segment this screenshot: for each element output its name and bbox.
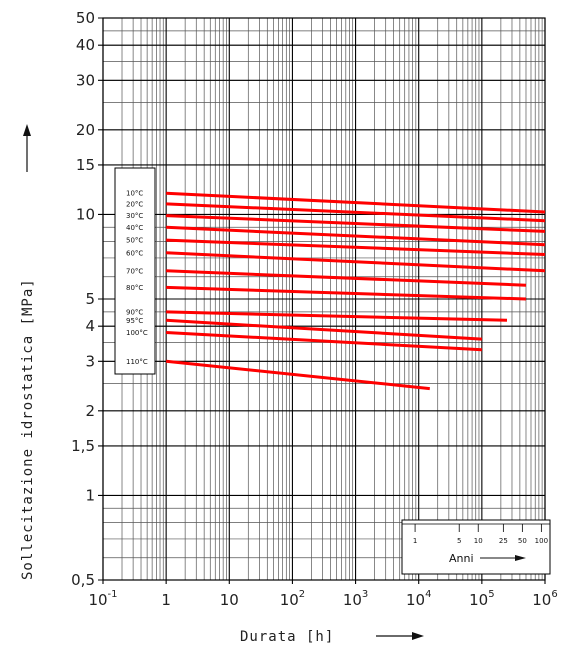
y-tick-label: 20 <box>76 121 95 139</box>
series-line <box>165 359 430 391</box>
x-tick-label: 103 <box>343 589 368 609</box>
anni-label: 5 <box>457 537 461 545</box>
legend-entry: 70°C <box>126 267 143 275</box>
legend-entry: 30°C <box>126 212 143 220</box>
legend-entry: 110°C <box>126 358 148 366</box>
x-tick-label: 106 <box>532 589 557 609</box>
anni-arrow-head <box>515 555 526 561</box>
legend-entry: 80°C <box>126 284 143 292</box>
y-axis-arrow <box>23 124 31 172</box>
y-tick-label: 3 <box>85 352 95 370</box>
legend-entry: 95°C <box>126 317 143 325</box>
series-line <box>166 225 546 247</box>
series-line <box>166 318 482 341</box>
x-tick-label: 105 <box>469 589 494 609</box>
legend-frame <box>114 167 156 375</box>
legend-entry: 40°C <box>126 224 143 232</box>
legend-entry: 20°C <box>126 200 143 208</box>
anni-label: 50 <box>518 537 527 545</box>
x-tick-label: 102 <box>280 589 305 609</box>
anni-box: 1 5 10 25 50 100 Anni <box>401 519 551 575</box>
y-tick-label: 30 <box>76 71 95 89</box>
x-tick-label: 10 <box>220 591 239 609</box>
x-axis-arrow <box>376 632 424 640</box>
legend-box: 10°C 20°C 30°C 40°C 50°C 60°C 70°C 80°C 90°C95°C… <box>114 167 156 375</box>
series-line <box>166 191 546 214</box>
legend-entry: 60°C <box>126 249 143 257</box>
legend-entry: 50°C <box>126 237 143 245</box>
anni-label: 100 <box>535 537 548 545</box>
y-tick-label: 15 <box>76 156 95 174</box>
y-tick-label: 2 <box>85 402 95 420</box>
y-tick-labels: 0,5 1 1,5 2 3 4 5 10 15 20 30 40 50 <box>71 9 95 589</box>
legend-entry: 90°C <box>126 308 143 316</box>
series-line <box>166 269 527 287</box>
x-tick-label: 1 <box>161 591 171 609</box>
series-line <box>166 285 527 301</box>
series-line <box>166 214 546 233</box>
y-tick-label: 1,5 <box>71 437 95 455</box>
series-line <box>166 238 546 256</box>
anni-label: 25 <box>499 537 508 545</box>
series-layer <box>165 191 546 391</box>
x-tick-label: 104 <box>406 589 431 609</box>
y-tick-label: 40 <box>76 36 95 54</box>
y-tick-label: 5 <box>85 290 95 308</box>
anni-label: 10 <box>474 537 483 545</box>
y-axis-label: Sollecitazione idrostatica [MPa] <box>20 278 36 580</box>
y-tick-label: 4 <box>85 317 95 335</box>
y-tick-label: 10 <box>76 205 95 223</box>
plot-frame <box>102 17 546 581</box>
x-tick-label: 10-1 <box>88 589 117 609</box>
x-tick-labels: 10-1 1 10 102 103 104 105 106 <box>88 589 557 609</box>
legend-entry: 10°C <box>126 190 143 198</box>
series-line <box>166 251 546 273</box>
y-tick-label: 1 <box>85 486 95 504</box>
legend-entry: 100°C <box>126 329 148 337</box>
series-line <box>166 310 508 322</box>
x-axis-label: Durata [h] <box>240 629 334 645</box>
anni-frame <box>401 519 551 575</box>
anni-title: Anni <box>449 552 474 565</box>
series-line <box>166 202 546 223</box>
anni-label: 1 <box>413 537 417 545</box>
series-line <box>166 331 482 352</box>
y-tick-label: 50 <box>76 9 95 27</box>
y-tick-label: 0,5 <box>71 571 95 589</box>
